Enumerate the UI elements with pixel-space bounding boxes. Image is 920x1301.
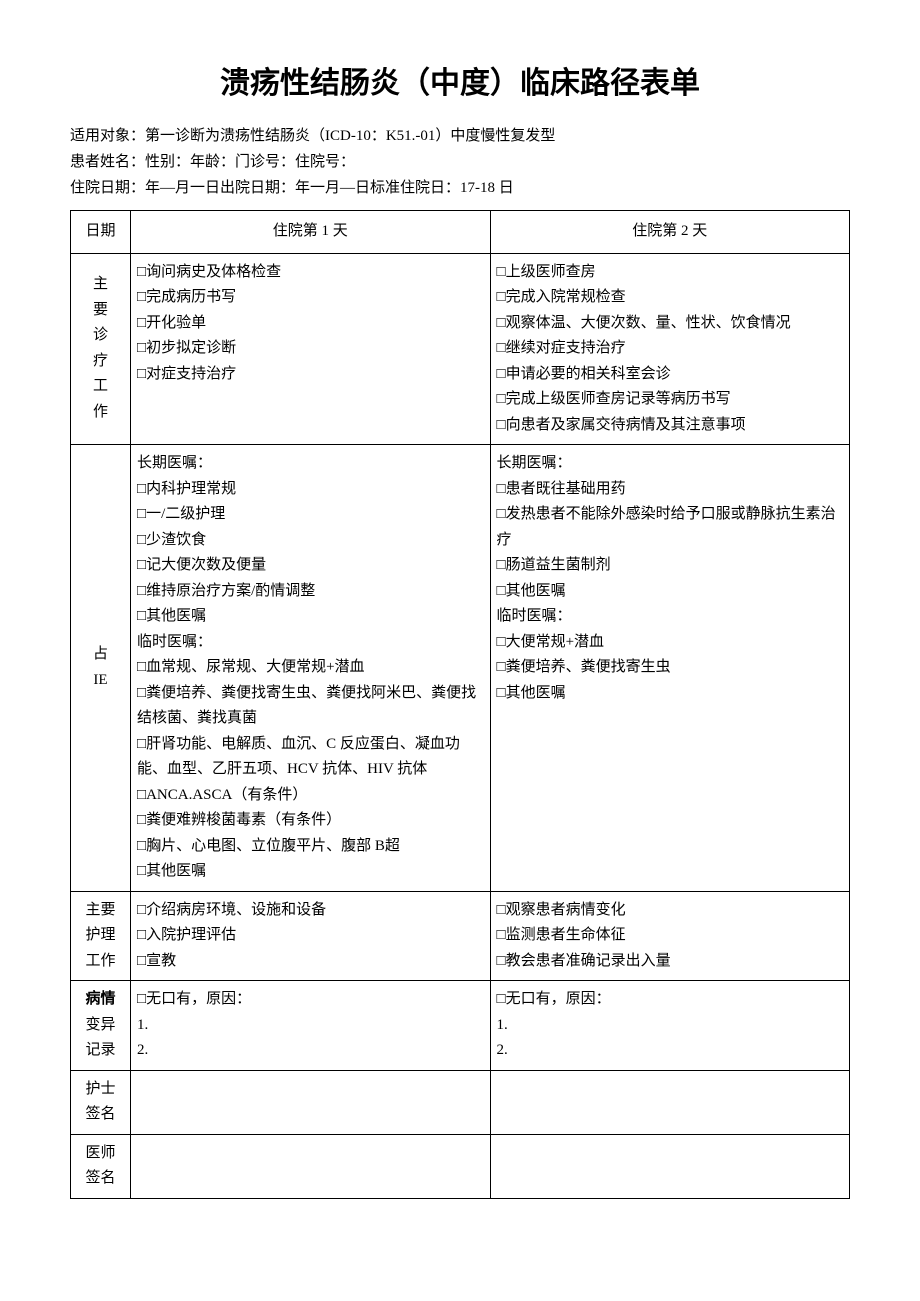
meta-line-1: 适用对象：第一诊断为溃疡性结肠炎（ICD-10：K51.-01）中度慢性复发型 xyxy=(70,124,850,148)
orders-day1: 长期医嘱： 内科护理常规 一/二级护理 少渣饮食 记大便次数及便量 维持原治疗方… xyxy=(131,445,491,892)
checkbox-item: 入院护理评估 xyxy=(137,923,484,949)
label-doctor-sign: 医师 签名 xyxy=(71,1134,131,1198)
label-nurse-sign: 护士 签名 xyxy=(71,1070,131,1134)
checkbox-item: 无口有，原因： xyxy=(137,987,484,1013)
work-day1: 询问病史及体格检查 完成病历书写 开化验单 初步拟定诊断 对症支持治疗 xyxy=(131,253,491,445)
checkbox-item: 粪便难辨梭菌毒素（有条件） xyxy=(137,808,484,834)
nursing-day1: 介绍病房环境、设施和设备 入院护理评估 宣教 xyxy=(131,891,491,981)
checkbox-item: 患者既往基础用药 xyxy=(497,477,844,503)
header-day2: 住院第 2 天 xyxy=(490,211,850,254)
checkbox-item: 内科护理常规 xyxy=(137,477,484,503)
checkbox-item: 肠道益生菌制剂 xyxy=(497,553,844,579)
row-orders: 占 IE 长期医嘱： 内科护理常规 一/二级护理 少渣饮食 记大便次数及便量 维… xyxy=(71,445,850,892)
row-nurse-sign: 护士 签名 xyxy=(71,1070,850,1134)
checkbox-item: 宣教 xyxy=(137,949,484,975)
row-variance: 病情 变异 记录 无口有，原因： 1. 2. 无口有，原因： 1. 2. xyxy=(71,981,850,1071)
checkbox-item: 观察体温、大便次数、量、性状、饮食情况 xyxy=(497,311,844,337)
checkbox-item: 上级医师查房 xyxy=(497,260,844,286)
row-doctor-sign: 医师 签名 xyxy=(71,1134,850,1198)
label-variance: 病情 变异 记录 xyxy=(71,981,131,1071)
checkbox-item: 粪便培养、粪便找寄生虫 xyxy=(497,655,844,681)
checkbox-item: 对症支持治疗 xyxy=(137,362,484,388)
nurse-sign-day1 xyxy=(131,1070,491,1134)
page-title: 溃疡性结肠炎（中度）临床路径表单 xyxy=(70,60,850,108)
label-nursing: 主要 护理 工作 xyxy=(71,891,131,981)
row-work: 主 要 诊 疗 工 作 询问病史及体格检查 完成病历书写 开化验单 初步拟定诊断… xyxy=(71,253,850,445)
checkbox-item: 介绍病房环境、设施和设备 xyxy=(137,898,484,924)
checkbox-item: 初步拟定诊断 xyxy=(137,336,484,362)
checkbox-item: 其他医嘱 xyxy=(497,579,844,605)
row-nursing: 主要 护理 工作 介绍病房环境、设施和设备 入院护理评估 宣教 观察患者病情变化… xyxy=(71,891,850,981)
checkbox-item: 观察患者病情变化 xyxy=(497,898,844,924)
checkbox-item: 完成上级医师查房记录等病历书写 xyxy=(497,387,844,413)
checkbox-item: 少渣饮食 xyxy=(137,528,484,554)
checkbox-item: 粪便培养、粪便找寄生虫、粪便找阿米巴、粪便找结核菌、粪找真菌 xyxy=(137,681,484,732)
checkbox-item: 教会患者准确记录出入量 xyxy=(497,949,844,975)
orders-day2: 长期医嘱： 患者既往基础用药 发热患者不能除外感染时给予口服或静脉抗生素治疗 肠… xyxy=(490,445,850,892)
section-header: 长期医嘱： xyxy=(137,451,484,477)
checkbox-item: 完成病历书写 xyxy=(137,285,484,311)
checkbox-item: 一/二级护理 xyxy=(137,502,484,528)
checkbox-item: 大便常规+潜血 xyxy=(497,630,844,656)
checkbox-item: ANCA.ASCA（有条件） xyxy=(137,783,484,809)
checkbox-item: 记大便次数及便量 xyxy=(137,553,484,579)
checkbox-item: 发热患者不能除外感染时给予口服或静脉抗生素治疗 xyxy=(497,502,844,553)
variance-day2: 无口有，原因： 1. 2. xyxy=(490,981,850,1071)
meta-line-3: 住院日期：年—月一日出院日期：年一月—日标准住院日：17-18 日 xyxy=(70,176,850,200)
nursing-day2: 观察患者病情变化 监测患者生命体征 教会患者准确记录出入量 xyxy=(490,891,850,981)
header-date: 日期 xyxy=(71,211,131,254)
checkbox-item: 其他医嘱 xyxy=(137,604,484,630)
checkbox-item: 申请必要的相关科室会诊 xyxy=(497,362,844,388)
checkbox-item: 维持原治疗方案/酌情调整 xyxy=(137,579,484,605)
checkbox-item: 监测患者生命体征 xyxy=(497,923,844,949)
doctor-sign-day1 xyxy=(131,1134,491,1198)
section-header: 长期医嘱： xyxy=(497,451,844,477)
section-header: 临时医嘱： xyxy=(497,604,844,630)
doctor-sign-day2 xyxy=(490,1134,850,1198)
checkbox-item: 胸片、心电图、立位腹平片、腹部 B超 xyxy=(137,834,484,860)
checkbox-item: 其他医嘱 xyxy=(137,859,484,885)
checkbox-item: 肝肾功能、电解质、血沉、C 反应蛋白、凝血功能、血型、乙肝五项、HCV 抗体、H… xyxy=(137,732,484,783)
variance-day1: 无口有，原因： 1. 2. xyxy=(131,981,491,1071)
checkbox-item: 其他医嘱 xyxy=(497,681,844,707)
nurse-sign-day2 xyxy=(490,1070,850,1134)
header-day1: 住院第 1 天 xyxy=(131,211,491,254)
checkbox-item: 向患者及家属交待病情及其注意事项 xyxy=(497,413,844,439)
section-header: 临时医嘱： xyxy=(137,630,484,656)
checkbox-item: 开化验单 xyxy=(137,311,484,337)
label-work: 主 要 诊 疗 工 作 xyxy=(71,253,131,445)
meta-line-2: 患者姓名：性别：年龄：门诊号：住院号： xyxy=(70,150,850,174)
label-orders: 占 IE xyxy=(71,445,131,892)
checkbox-item: 血常规、尿常规、大便常规+潜血 xyxy=(137,655,484,681)
checkbox-item: 无口有，原因： xyxy=(497,987,844,1013)
checkbox-item: 继续对症支持治疗 xyxy=(497,336,844,362)
checkbox-item: 完成入院常规检查 xyxy=(497,285,844,311)
checkbox-item: 询问病史及体格检查 xyxy=(137,260,484,286)
clinical-pathway-table: 日期 住院第 1 天 住院第 2 天 主 要 诊 疗 工 作 询问病史及体格检查… xyxy=(70,210,850,1199)
work-day2: 上级医师查房 完成入院常规检查 观察体温、大便次数、量、性状、饮食情况 继续对症… xyxy=(490,253,850,445)
